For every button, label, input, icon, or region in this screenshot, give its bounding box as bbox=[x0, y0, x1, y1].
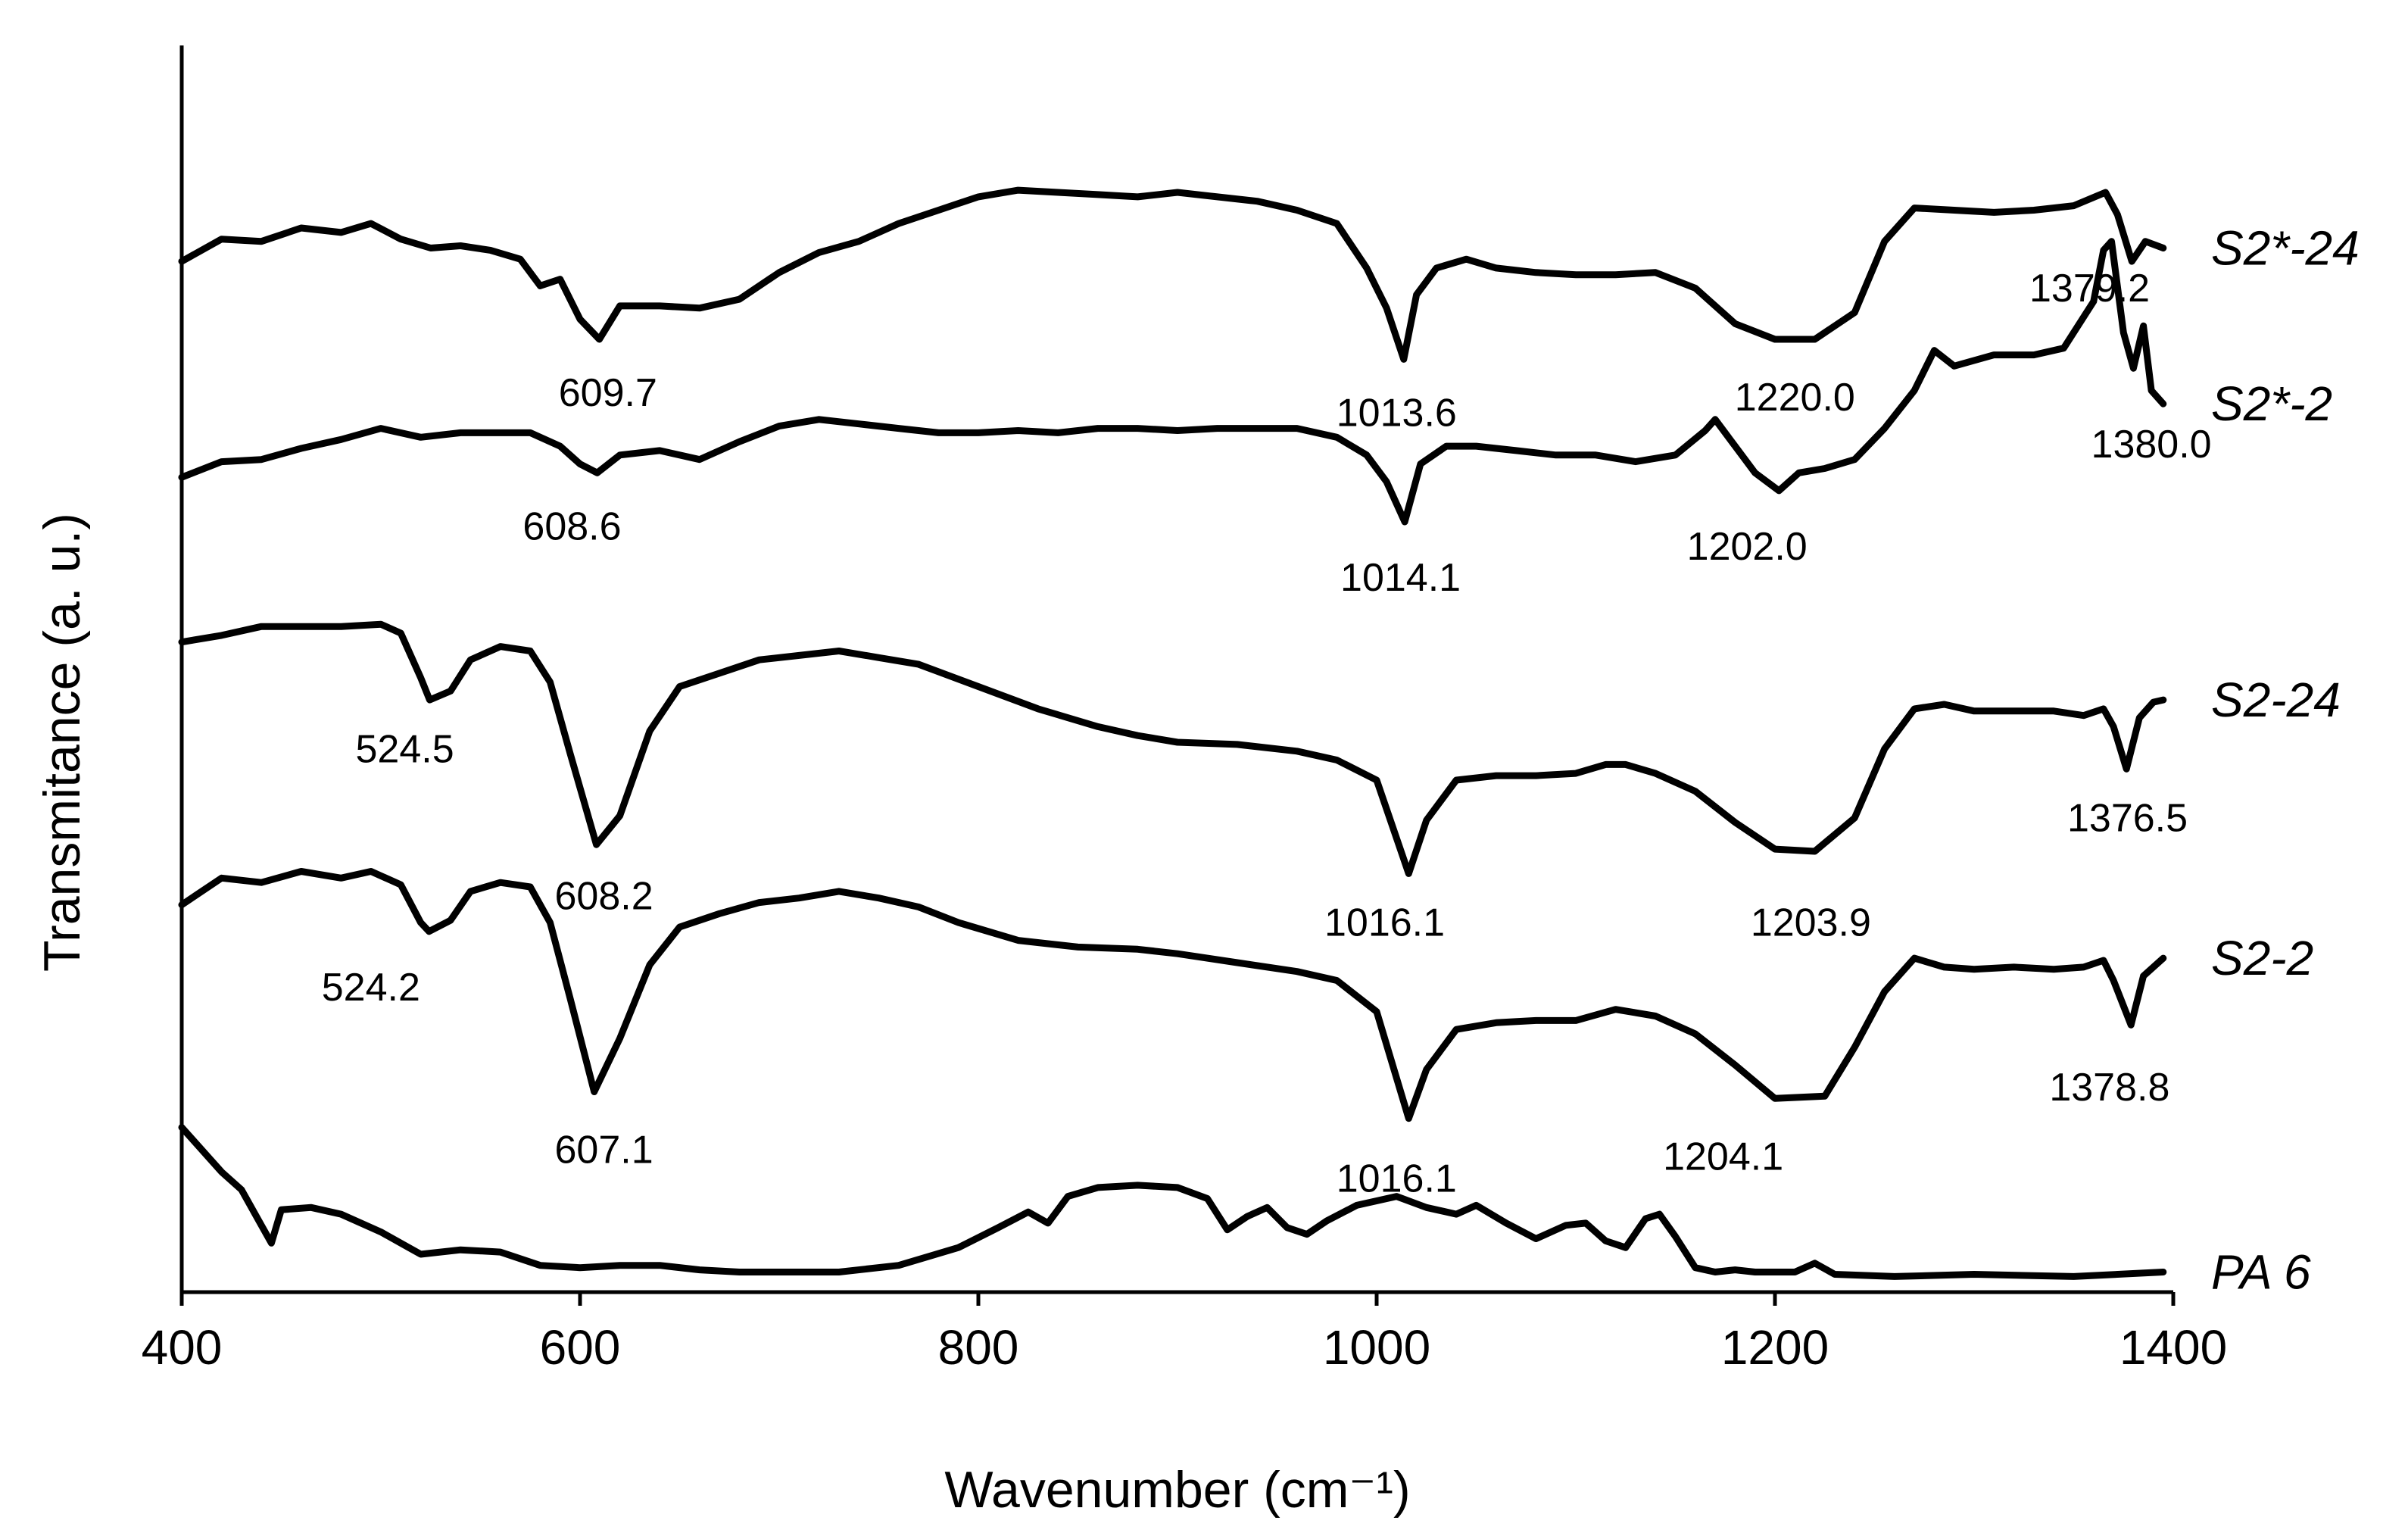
series-line bbox=[178, 186, 2167, 363]
x-tick-label: 1000 bbox=[1323, 1320, 1430, 1375]
peak-label: 524.2 bbox=[322, 966, 420, 1010]
peak-label: 1016.1 bbox=[1324, 901, 1445, 945]
peak-label: 1204.1 bbox=[1663, 1135, 1783, 1179]
peak-label: 1014.1 bbox=[1340, 556, 1461, 600]
series-line bbox=[178, 1124, 2167, 1280]
peak-label: 524.5 bbox=[355, 727, 454, 771]
x-tick-label: 1200 bbox=[1721, 1320, 1829, 1375]
peak-label: 1376.5 bbox=[2067, 797, 2188, 841]
series-name-label: PA 6 bbox=[2211, 1245, 2311, 1300]
peak-label: 608.6 bbox=[522, 505, 621, 549]
x-tick-label: 1400 bbox=[2119, 1320, 2227, 1375]
y-axis-title: Transmitance (a. u.) bbox=[33, 513, 91, 972]
peak-labels: 609.7 1013.6 1220.0 1379.2 608.6 1014.1 1202.0… bbox=[322, 267, 2212, 1201]
series-name-label: S2-2 bbox=[2211, 931, 2313, 985]
peak-label: 1016.1 bbox=[1337, 1157, 1457, 1201]
peak-label: 1380.0 bbox=[2091, 423, 2212, 467]
x-axis-title: Wavenumber (cm⁻¹) bbox=[944, 1461, 1410, 1519]
peak-label: 1378.8 bbox=[2049, 1066, 2169, 1110]
peak-label: 608.2 bbox=[554, 874, 653, 918]
peak-label: 609.7 bbox=[559, 371, 657, 415]
x-tick-label: 800 bbox=[938, 1320, 1019, 1375]
peak-label: 1202.0 bbox=[1687, 525, 1808, 569]
axes: 400 600 800 1000 1200 1400 bbox=[142, 45, 2227, 1375]
series-line bbox=[178, 238, 2167, 526]
peak-label: 1203.9 bbox=[1751, 901, 1871, 945]
peak-label: 1013.6 bbox=[1337, 392, 1457, 436]
peak-label: 1379.2 bbox=[2029, 267, 2150, 311]
series-line bbox=[178, 868, 2167, 1122]
x-tick-label: 400 bbox=[142, 1320, 223, 1375]
series-name-label: S2*-2 bbox=[2211, 376, 2332, 431]
series-name-label: S2-24 bbox=[2211, 673, 2341, 727]
series-line bbox=[178, 620, 2167, 877]
series-lines bbox=[178, 186, 2167, 1280]
peak-label: 1220.0 bbox=[1735, 376, 1855, 420]
series-names: S2*-24 S2*-2 S2-24 S2-2 PA 6 bbox=[2211, 220, 2360, 1299]
series-name-label: S2*-24 bbox=[2211, 220, 2360, 275]
peak-label: 607.1 bbox=[554, 1129, 653, 1172]
x-tick-label: 600 bbox=[540, 1320, 621, 1375]
